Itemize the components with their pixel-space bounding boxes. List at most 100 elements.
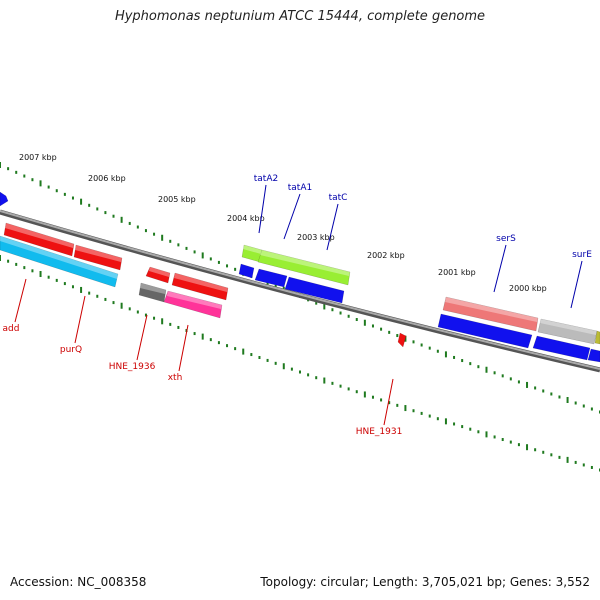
tick-mark xyxy=(250,353,253,357)
scale-label-2004-kbp: 2004 kbp xyxy=(227,214,265,223)
gene-label-sers[interactable]: serS xyxy=(493,234,516,293)
topology-summary: Topology: circular; Length: 3,705,021 bp… xyxy=(260,575,590,589)
gene-block-purQ[interactable] xyxy=(73,244,123,271)
gene-block-tatC[interactable] xyxy=(284,276,345,304)
gene-label-tata1[interactable]: tatA1 xyxy=(283,183,312,240)
scale-label-2003-kbp: 2003 kbp xyxy=(297,233,335,242)
tick-mark xyxy=(493,435,496,439)
gene-block-tatA2[interactable] xyxy=(241,244,263,263)
scale-label-2007-kbp: 2007 kbp xyxy=(19,153,57,162)
tick-mark xyxy=(534,386,537,390)
gene-block-red-1[interactable] xyxy=(3,222,75,257)
tick-mark xyxy=(566,456,569,463)
tick-mark xyxy=(80,198,83,205)
tick-mark xyxy=(234,267,237,271)
tick-mark xyxy=(23,266,26,270)
tick-mark xyxy=(307,373,310,377)
gene-label-hne-1931[interactable]: HNE_1931 xyxy=(356,378,403,437)
gene-block-serS[interactable] xyxy=(442,296,539,332)
gene-block-add[interactable] xyxy=(0,235,119,288)
svg-text:serS: serS xyxy=(496,234,516,244)
gene-block-surE[interactable] xyxy=(532,335,591,361)
gene-label-hne-1936[interactable]: HNE_1936 xyxy=(109,314,156,372)
tick-mark xyxy=(566,397,569,404)
tick-mark xyxy=(169,239,172,243)
tick-mark xyxy=(428,346,431,350)
tick-mark xyxy=(7,259,10,263)
tick-mark xyxy=(0,255,1,261)
tick-mark xyxy=(234,347,237,351)
tick-mark xyxy=(347,314,350,318)
tick-mark xyxy=(436,349,439,353)
tick-mark xyxy=(331,308,334,312)
tick-mark xyxy=(380,327,383,331)
gene-block-tatA1[interactable] xyxy=(257,249,351,286)
tick-mark xyxy=(436,417,439,421)
svg-text:tatA2: tatA2 xyxy=(254,174,278,184)
tick-mark xyxy=(226,344,229,348)
tick-mark xyxy=(542,450,545,454)
scale-label-2001-kbp: 2001 kbp xyxy=(438,268,476,277)
tick-mark xyxy=(31,269,34,273)
tick-mark xyxy=(169,322,172,326)
tick-mark xyxy=(517,380,520,384)
tick-mark xyxy=(153,232,156,236)
tick-mark xyxy=(388,401,391,405)
tick-mark xyxy=(120,302,123,309)
tick-mark xyxy=(453,355,456,359)
tick-mark xyxy=(161,318,164,325)
tick-mark xyxy=(144,229,147,233)
tick-mark xyxy=(0,162,1,168)
tick-mark xyxy=(96,294,99,298)
gene-label-add[interactable]: add xyxy=(3,278,27,334)
svg-text:HNE_1936: HNE_1936 xyxy=(109,362,156,372)
tick-mark xyxy=(477,365,480,369)
tick-mark xyxy=(590,407,593,411)
gene-block-blue-1[interactable] xyxy=(238,263,255,279)
tick-mark xyxy=(201,252,204,259)
tick-mark xyxy=(574,460,577,464)
tick-mark xyxy=(461,425,464,429)
tick-mark xyxy=(39,180,42,187)
tick-mark xyxy=(217,341,220,345)
tick-mark xyxy=(55,189,58,193)
tick-mark xyxy=(509,377,512,381)
tick-mark xyxy=(161,234,164,241)
svg-text:add: add xyxy=(3,324,20,334)
gene-arrow-blue-left[interactable] xyxy=(0,191,9,207)
gene-block-red-3[interactable] xyxy=(171,272,229,301)
tick-mark xyxy=(299,370,301,374)
tick-mark xyxy=(371,324,374,328)
gene-block-xth[interactable] xyxy=(163,290,223,319)
tick-mark xyxy=(590,465,593,469)
tick-mark xyxy=(15,262,18,266)
gene-label-purq[interactable]: purQ xyxy=(60,295,86,355)
tick-mark xyxy=(128,221,131,225)
gene-block-blue-4[interactable] xyxy=(587,348,600,363)
gene-label-xth[interactable]: xth xyxy=(168,324,189,383)
tick-mark xyxy=(347,387,350,391)
tick-mark xyxy=(534,448,537,452)
tick-mark xyxy=(453,422,456,426)
tick-mark xyxy=(96,207,99,211)
feature-track xyxy=(0,191,600,363)
gene-label-tata2[interactable]: tatA2 xyxy=(254,174,278,234)
gene-label-tatc[interactable]: tatC xyxy=(326,193,347,251)
gene-block-gray[interactable] xyxy=(537,318,598,345)
tick-mark xyxy=(582,404,585,408)
backbone-highlight xyxy=(0,210,600,370)
gene-block-red-2[interactable] xyxy=(145,266,171,284)
scale-label-2006-kbp: 2006 kbp xyxy=(88,174,126,183)
tick-mark xyxy=(217,260,220,264)
tick-mark xyxy=(355,390,358,394)
gene-block-blue-2[interactable] xyxy=(254,268,288,288)
gene-block-HNE_1931[interactable] xyxy=(397,332,407,348)
gene-label-sure[interactable]: surE xyxy=(570,250,592,309)
tick-mark xyxy=(209,338,212,342)
tick-mark xyxy=(444,351,447,358)
tick-mark xyxy=(7,167,10,171)
tick-mark xyxy=(469,427,472,431)
gene-block-HNE_1936[interactable] xyxy=(138,282,167,303)
gene-block-blue-3[interactable] xyxy=(437,313,533,349)
gene-block-olive[interactable] xyxy=(594,330,600,345)
